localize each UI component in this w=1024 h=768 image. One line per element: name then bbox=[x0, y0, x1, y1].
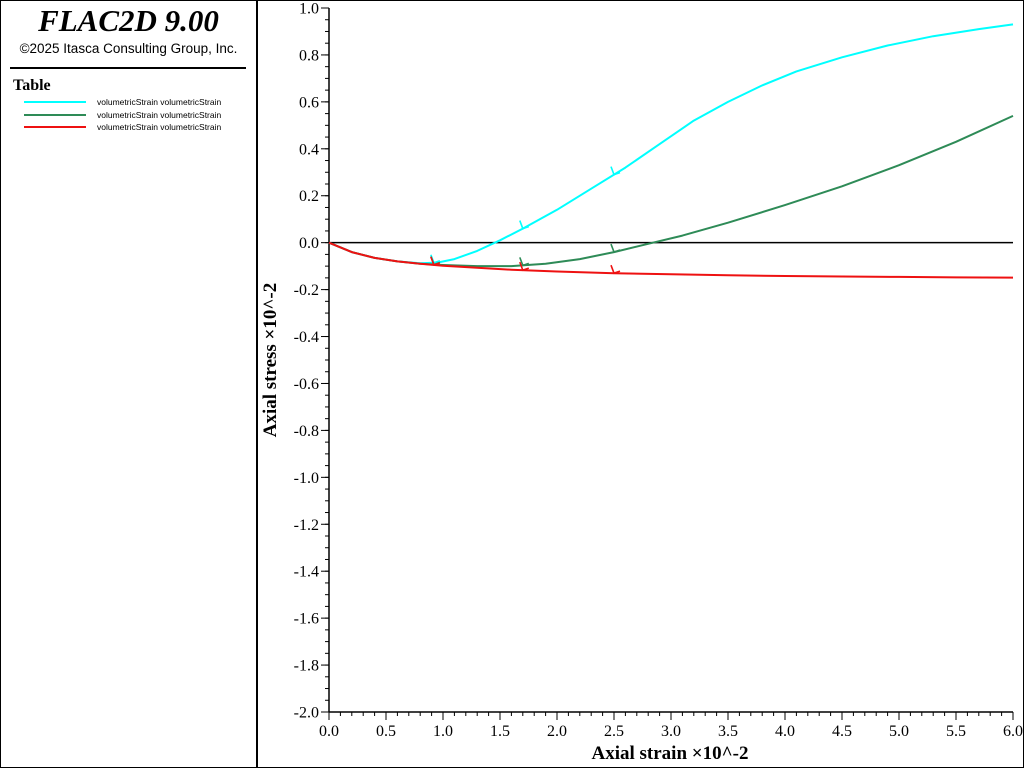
y-tick-label: -0.8 bbox=[294, 423, 319, 440]
y-tick-label: 0.0 bbox=[299, 235, 319, 252]
series-marker-2 bbox=[610, 243, 621, 254]
x-tick-label: 2.0 bbox=[547, 723, 567, 740]
legend-title: Table bbox=[13, 77, 51, 94]
x-tick-label: 0.0 bbox=[319, 723, 339, 740]
y-tick-label: -0.6 bbox=[294, 376, 319, 393]
legend-swatch-3 bbox=[24, 126, 86, 128]
x-tick-label: 1.0 bbox=[433, 723, 453, 740]
x-tick-label: 6.0 bbox=[1003, 723, 1023, 740]
y-tick-label: 0.4 bbox=[299, 141, 319, 158]
legend-panel: FLAC2D 9.00 ©2025 Itasca Consulting Grou… bbox=[1, 1, 258, 767]
y-tick-label: 0.6 bbox=[299, 94, 319, 111]
series-marker-1 bbox=[519, 220, 530, 230]
y-tick-label: -1.4 bbox=[294, 564, 319, 581]
y-tick-label: -1.8 bbox=[294, 658, 319, 675]
series-marker-3 bbox=[430, 256, 441, 266]
x-tick-label: 5.0 bbox=[889, 723, 909, 740]
series-marker-3 bbox=[610, 264, 621, 275]
x-tick-label: 0.5 bbox=[376, 723, 396, 740]
x-tick-label: 3.0 bbox=[661, 723, 681, 740]
legend-label-1: volumetricStrain volumetricStrain bbox=[97, 97, 222, 107]
series-line-1 bbox=[328, 23, 1014, 265]
y-tick-label: -1.6 bbox=[294, 611, 319, 628]
axis-layer: 1.0 0.8 0.6 0.4 0.2 0.0 -0.2 -0.4 -0.6 -0.8 -1.0 -1… bbox=[294, 1, 1023, 741]
legend-label-3: volumetricStrain volumetricStrain bbox=[97, 122, 222, 132]
x-tick-label: 2.5 bbox=[604, 723, 624, 740]
series-layer bbox=[328, 23, 1014, 279]
copyright-text: ©2025 Itasca Consulting Group, Inc. bbox=[19, 41, 238, 56]
legend-entry-1: volumetricStrain volumetricStrain bbox=[24, 96, 254, 108]
series-marker-2 bbox=[519, 257, 530, 267]
app-title: FLAC2D 9.00 bbox=[38, 3, 219, 38]
x-axis-label: Axial strain ×10^-2 bbox=[592, 743, 749, 764]
series-marker-1 bbox=[610, 166, 621, 176]
x-tick-label: 4.5 bbox=[832, 723, 852, 740]
series-line-3 bbox=[328, 241, 1014, 279]
y-axis-label: Axial stress ×10^-2 bbox=[260, 283, 281, 438]
y-tick-label: -0.2 bbox=[294, 282, 319, 299]
y-tick-label: -2.0 bbox=[294, 705, 319, 722]
series-marker-3 bbox=[519, 261, 530, 272]
x-tick-label: 1.5 bbox=[490, 723, 510, 740]
y-tick-label: 0.2 bbox=[299, 188, 319, 205]
y-tick-label: -0.4 bbox=[294, 329, 319, 346]
y-tick-label: -1.2 bbox=[294, 517, 319, 534]
series-line-2 bbox=[328, 114, 1014, 268]
legend-entry-3: volumetricStrain volumetricStrain bbox=[24, 121, 254, 133]
legend-divider bbox=[10, 67, 246, 69]
legend-entry-2: volumetricStrain volumetricStrain bbox=[24, 109, 254, 121]
y-tick-label: -1.0 bbox=[294, 470, 319, 487]
legend-label-2: volumetricStrain volumetricStrain bbox=[97, 110, 222, 120]
legend-swatch-1 bbox=[24, 101, 86, 103]
x-tick-label: 5.5 bbox=[946, 723, 966, 740]
y-tick-label: 1.0 bbox=[299, 1, 319, 18]
legend-swatch-2 bbox=[24, 114, 86, 116]
y-tick-label: 0.8 bbox=[299, 47, 319, 64]
x-tick-label: 3.5 bbox=[718, 723, 738, 740]
x-tick-label: 4.0 bbox=[775, 723, 795, 740]
